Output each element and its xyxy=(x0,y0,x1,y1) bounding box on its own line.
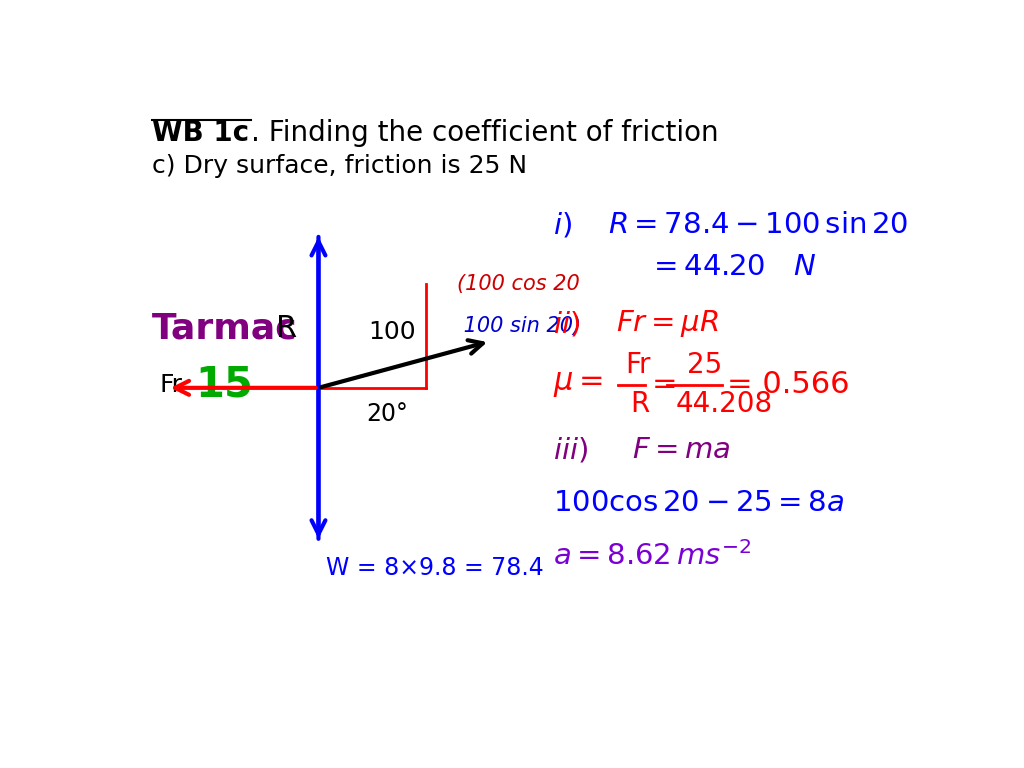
Text: = 0.566: = 0.566 xyxy=(727,370,850,399)
Text: Tarmac: Tarmac xyxy=(152,312,297,346)
Text: . Finding the coefficient of friction: . Finding the coefficient of friction xyxy=(251,119,719,147)
Text: $a = 8.62\,ms^{-2}$: $a = 8.62\,ms^{-2}$ xyxy=(553,541,751,571)
Text: R: R xyxy=(276,314,298,343)
Text: Fr: Fr xyxy=(160,373,182,397)
Text: (100 cos 20: (100 cos 20 xyxy=(458,274,580,294)
Text: $R = 78.4 - 100\,\sin 20$: $R = 78.4 - 100\,\sin 20$ xyxy=(608,211,908,239)
Text: c) Dry surface, friction is 25 N: c) Dry surface, friction is 25 N xyxy=(152,154,527,178)
Text: $= 44.20 \quad N$: $= 44.20 \quad N$ xyxy=(648,253,817,280)
Text: $iii)$: $iii)$ xyxy=(553,435,588,465)
Text: 25: 25 xyxy=(687,352,723,379)
Text: W = 8×9.8 = 78.4: W = 8×9.8 = 78.4 xyxy=(327,556,544,581)
Text: 15: 15 xyxy=(196,364,253,406)
Text: 20°: 20° xyxy=(367,402,408,426)
Text: $100\cos 20 - 25 = 8a$: $100\cos 20 - 25 = 8a$ xyxy=(553,489,844,517)
Text: $ii)$: $ii)$ xyxy=(553,310,580,339)
Text: Fr: Fr xyxy=(625,352,650,379)
Text: $Fr = \mu R$: $Fr = \mu R$ xyxy=(616,309,719,339)
Text: $\mu =$: $\mu =$ xyxy=(553,370,603,399)
Text: =: = xyxy=(652,370,678,399)
Text: 44.208: 44.208 xyxy=(676,390,773,418)
Text: WB 1c: WB 1c xyxy=(152,119,249,147)
Text: R: R xyxy=(631,390,649,418)
Text: $F = ma$: $F = ma$ xyxy=(632,436,731,464)
Text: 100 sin 20): 100 sin 20) xyxy=(458,316,582,336)
Text: 100: 100 xyxy=(369,320,416,344)
Text: $i)$: $i)$ xyxy=(553,210,571,240)
